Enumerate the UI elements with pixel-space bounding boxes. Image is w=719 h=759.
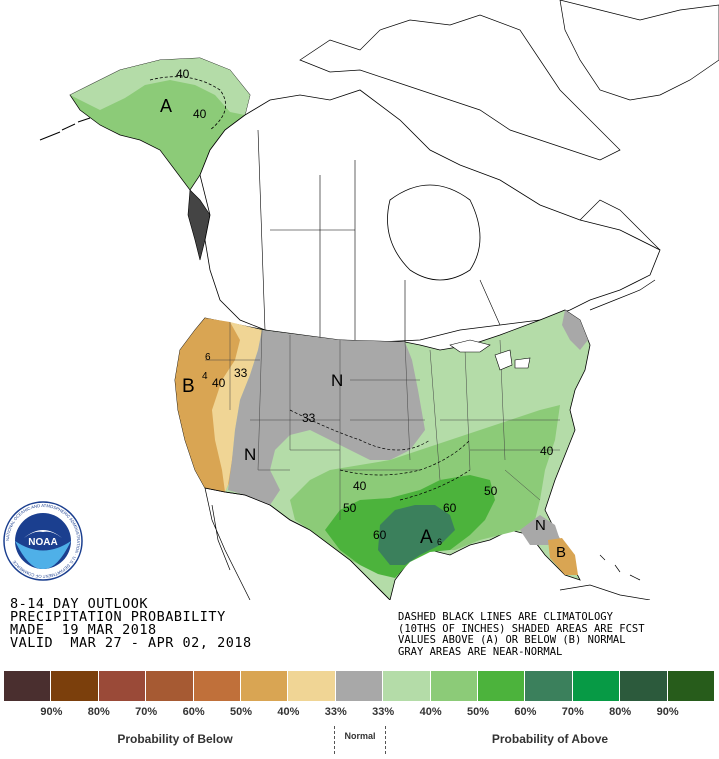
plains-value-33: 33: [302, 411, 316, 425]
legend-swatch: [288, 671, 336, 701]
legend-swatch: [193, 671, 242, 701]
legend-color-bar: [4, 671, 716, 701]
legend-swatch: [98, 671, 147, 701]
legend-swatch: [478, 671, 526, 701]
south-value-60: 60: [373, 528, 387, 542]
legend-tick-label: 33%: [372, 706, 395, 718]
plains-letter-n: N: [331, 371, 343, 390]
south-value-6: 6: [437, 537, 442, 547]
florida-letter-b: B: [556, 544, 566, 561]
below-33-west: [212, 322, 262, 492]
legend-swatch: [241, 671, 289, 701]
legend-swatch: [383, 671, 431, 701]
cuba: [559, 584, 651, 600]
legend-normal-label: Normal: [334, 726, 386, 754]
mexico-outline: [204, 487, 391, 600]
notes-block: DASHED BLACK LINES ARE CLIMATOLOGY (10TH…: [398, 611, 645, 658]
nova-scotia: [589, 279, 656, 311]
province-lines: [257, 129, 501, 342]
legend-below-label: Probability of Below: [117, 732, 233, 746]
legend-swatch: [335, 671, 384, 701]
normal-interior-west: [228, 330, 425, 505]
alaska-value-top: 40: [176, 67, 190, 81]
west-value-40: 40: [212, 376, 226, 390]
mexico-region: [204, 279, 656, 600]
west-letter-b: B: [182, 376, 195, 397]
west-value-small: 4: [202, 371, 208, 382]
climo-dash-lines: [289, 409, 471, 501]
title-block: 8-14 DAY OUTLOOK PRECIPITATION PROBABILI…: [10, 596, 252, 651]
normal-northeast: [562, 310, 588, 350]
legend-swatch: [4, 671, 52, 701]
legend-tick-label: 50%: [229, 706, 253, 718]
southwest-letter-n: N: [244, 445, 256, 464]
aleutians: [39, 117, 91, 141]
note-line-3: VALUES ABOVE (A) OR BELOW (B) NORMAL: [398, 634, 626, 646]
alaska-value: 40: [193, 107, 207, 121]
hudson-bay: [387, 184, 481, 281]
southeast-value-50: 50: [484, 484, 498, 498]
legend-swatch: [620, 671, 668, 701]
canada-region: [199, 0, 719, 343]
bahamas: [599, 554, 641, 581]
note-line-4: GRAY AREAS ARE NEAR-NORMAL: [398, 645, 563, 658]
legend-tick-label: 60%: [182, 706, 205, 718]
west-value-33: 33: [234, 366, 248, 380]
arctic-islands: [299, 14, 621, 161]
title-line-1: 8-14 DAY OUTLOOK: [10, 596, 149, 612]
legend-tick-label: 40%: [419, 706, 442, 718]
west-value-small2: 6: [205, 352, 211, 363]
outlook-map: A 40 40: [39, 0, 719, 600]
south-value-60b: 60: [443, 501, 457, 515]
legend-tick-label: 90%: [656, 706, 679, 718]
legend-tick-label: 50%: [466, 706, 490, 718]
above-70-core: [378, 505, 455, 565]
east-value-40: 40: [540, 444, 554, 458]
legend-tick-label: 80%: [87, 706, 110, 718]
legend-swatch: [525, 671, 573, 701]
title-line-4: VALID MAR 27 - APR 02, 2018: [10, 635, 252, 651]
great-lakes: [449, 339, 531, 371]
florida-letter-n: N: [535, 517, 546, 534]
normal-florida: [520, 515, 560, 545]
legend-tick-label: 70%: [135, 706, 158, 718]
noaa-logo-text: NOAA: [28, 537, 57, 548]
legend-tick-label: 80%: [609, 706, 632, 718]
state-lines: [205, 322, 560, 520]
panhandle: [187, 189, 211, 261]
note-line-2: (10THS OF INCHES) SHADED AREAS ARE FCST: [398, 622, 645, 635]
legend-swatch: [51, 671, 99, 701]
legend-swatch: [667, 671, 716, 701]
alaska-region: A 40 40: [39, 57, 251, 261]
conus-region: B 40 33 4 6 N 33 N 40 50 60 A 60 6 50 40…: [174, 309, 591, 600]
legend-tick-label: 40%: [277, 706, 300, 718]
alaska-climo-dash: [149, 76, 227, 131]
title-line-2: PRECIPITATION PROBABILITY: [10, 609, 226, 625]
below-florida: [548, 538, 578, 575]
south-value-40: 40: [353, 479, 367, 493]
south-letter-a: A: [420, 527, 433, 548]
legend-tick-label: 60%: [514, 706, 537, 718]
greenland-edge: [559, 0, 719, 101]
alaska-letter-a: A: [160, 96, 172, 116]
legend-swatch: [146, 671, 194, 701]
alaska-lighter-area: [70, 58, 250, 115]
title-line-3: MADE 19 MAR 2018: [10, 622, 157, 638]
legend-swatch: [572, 671, 621, 701]
labrador-coast: [579, 199, 661, 251]
legend-tick-label: 33%: [324, 706, 347, 718]
south-value-50a: 50: [343, 501, 357, 515]
legend-swatch: [430, 671, 479, 701]
legend-tick-label: 90%: [40, 706, 63, 718]
legend-above-label: Probability of Above: [491, 732, 609, 746]
note-line-1: DASHED BLACK LINES ARE CLIMATOLOGY: [398, 611, 613, 623]
noaa-logo: NOAA NATIONAL OCEANIC AND ATMOSPHERIC AD…: [3, 501, 83, 581]
legend-tick-label: 70%: [561, 706, 584, 718]
